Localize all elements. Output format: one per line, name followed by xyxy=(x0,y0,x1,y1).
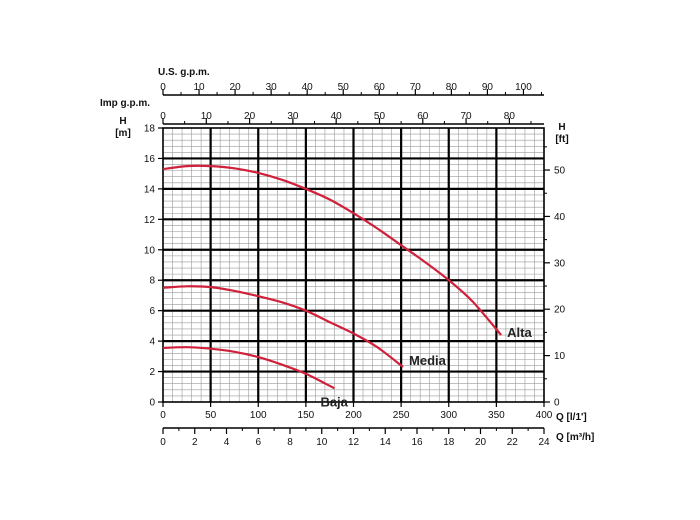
axis-title-h-m: H [m] xyxy=(115,116,131,139)
q-lmin-tick-label: 100 xyxy=(250,410,267,421)
usgpm-axis-tick-label: 80 xyxy=(446,82,458,93)
h-ft-tick-label: 0 xyxy=(554,398,560,409)
usgpm-axis-tick-label: 70 xyxy=(410,82,422,93)
usgpm-axis-tick-label: 100 xyxy=(515,82,532,93)
curve-baja xyxy=(162,346,335,390)
h-m-tick-label: 14 xyxy=(144,184,156,195)
h-m-tick-label: 8 xyxy=(149,276,155,287)
curve-label-baja: Baja xyxy=(320,394,348,409)
axis-title-impgpm: Imp g.p.m. xyxy=(100,98,150,109)
h-m-tick-label: 10 xyxy=(144,245,156,256)
usgpm-axis-tick-label: 0 xyxy=(160,82,166,93)
m3h-axis-tick-label: 14 xyxy=(380,437,392,448)
m3h-axis-tick-label: 10 xyxy=(316,437,328,448)
curve-label-media: Media xyxy=(409,353,447,368)
h-m-tick-label: 16 xyxy=(144,154,156,165)
impgpm-axis-tick-label: 30 xyxy=(287,111,299,122)
m3h-axis-tick-label: 6 xyxy=(255,437,261,448)
q-lmin-tick-label: 250 xyxy=(393,410,410,421)
m3h-axis-tick-label: 20 xyxy=(475,437,487,448)
m3h-axis-tick-label: 24 xyxy=(538,437,550,448)
usgpm-axis-tick-label: 20 xyxy=(230,82,242,93)
h-ft-tick-label: 50 xyxy=(554,166,566,177)
m3h-axis-tick-label: 22 xyxy=(507,437,519,448)
usgpm-axis-tick-label: 30 xyxy=(266,82,278,93)
axes xyxy=(158,89,550,434)
q-lmin-tick-label: 150 xyxy=(298,410,315,421)
h-ft-tick-label: 10 xyxy=(554,351,566,362)
impgpm-axis-tick-label: 20 xyxy=(244,111,256,122)
q-lmin-tick-label: 50 xyxy=(205,410,217,421)
impgpm-axis-tick-label: 50 xyxy=(374,111,386,122)
m3h-axis-tick-label: 4 xyxy=(224,437,230,448)
m3h-axis-tick-label: 2 xyxy=(192,437,198,448)
h-m-tick-label: 0 xyxy=(149,398,155,409)
q-lmin-tick-label: 0 xyxy=(160,410,166,421)
m3h-axis-tick-label: 16 xyxy=(411,437,423,448)
usgpm-axis-tick-label: 90 xyxy=(482,82,494,93)
impgpm-axis-tick-label: 40 xyxy=(331,111,343,122)
impgpm-axis-tick-label: 10 xyxy=(201,111,213,122)
h-ft-tick-label: 30 xyxy=(554,258,566,269)
curves xyxy=(162,164,502,390)
curve-media xyxy=(162,285,404,368)
usgpm-axis-tick-label: 10 xyxy=(193,82,205,93)
m3h-axis-tick-label: 0 xyxy=(160,437,166,448)
h-ft-tick-label: 40 xyxy=(554,212,566,223)
axis-title-usgpm: U.S. g.p.m. xyxy=(158,67,210,78)
h-m-tick-label: 6 xyxy=(149,306,155,317)
h-m-tick-label: 2 xyxy=(149,367,155,378)
q-lmin-tick-label: 200 xyxy=(345,410,362,421)
m3h-axis-tick-label: 12 xyxy=(348,437,360,448)
impgpm-axis-tick-label: 80 xyxy=(504,111,516,122)
q-lmin-tick-label: 400 xyxy=(536,410,553,421)
q-lmin-tick-label: 350 xyxy=(488,410,505,421)
h-m-tick-label: 12 xyxy=(144,215,156,226)
usgpm-axis-tick-label: 60 xyxy=(374,82,386,93)
axis-title-q-m3h: Q [m³/h] xyxy=(556,432,594,443)
usgpm-axis-tick-label: 50 xyxy=(338,82,350,93)
impgpm-axis-tick-label: 70 xyxy=(461,111,473,122)
curve-label-alta: Alta xyxy=(507,325,532,340)
h-m-tick-label: 18 xyxy=(144,124,156,135)
m3h-axis-tick-label: 8 xyxy=(287,437,293,448)
usgpm-axis-tick-label: 40 xyxy=(302,82,314,93)
axis-title-q-lmin: Q [l/1'] xyxy=(556,412,587,423)
h-m-tick-label: 4 xyxy=(149,337,155,348)
q-lmin-tick-label: 300 xyxy=(440,410,457,421)
impgpm-axis-tick-label: 60 xyxy=(417,111,429,122)
curve-alta xyxy=(162,164,502,336)
h-ft-tick-label: 20 xyxy=(554,305,566,316)
axis-title-h-ft: H [ft] xyxy=(555,122,568,145)
minor-grid xyxy=(163,128,544,402)
m3h-axis-tick-label: 18 xyxy=(443,437,455,448)
impgpm-axis-tick-label: 0 xyxy=(160,111,166,122)
